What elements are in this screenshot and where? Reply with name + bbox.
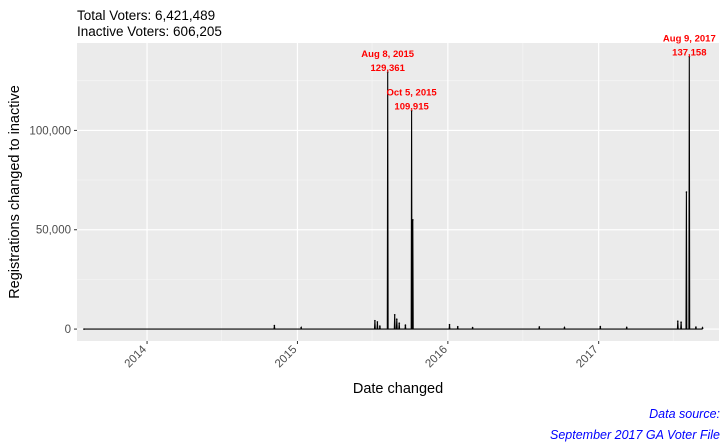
- y-axis-label: Registrations changed to inactive: [7, 85, 23, 299]
- data-point: [471, 326, 474, 329]
- series-layer: [83, 55, 704, 330]
- annotation-layer: Aug 8, 2015 129,361 Oct 5, 2015 109,915 Aug …: [361, 34, 715, 113]
- data-point: [676, 320, 679, 322]
- data-point: [398, 322, 401, 324]
- peak-annotation-date: Aug 9, 2017: [663, 34, 716, 45]
- data-point: [395, 318, 398, 320]
- data-point: [404, 324, 407, 326]
- data-source-label: Data source:: [649, 407, 720, 421]
- data-point: [379, 325, 381, 327]
- data-source-file: September 2017 GA Voter File: [550, 428, 720, 442]
- y-tick-label: 0: [65, 324, 71, 336]
- data-point: [386, 71, 389, 73]
- peak-annotation-date: Oct 5, 2015: [387, 88, 438, 99]
- inactive-voters-text: Inactive Voters: 606,205: [77, 24, 222, 39]
- data-point: [456, 325, 459, 328]
- data-point: [599, 325, 602, 328]
- peak-annotation-date: Aug 8, 2015: [361, 49, 415, 60]
- x-axis-label: Date changed: [353, 381, 443, 397]
- y-tick-label: 50,000: [36, 225, 71, 237]
- peak-annotation-value: 137,158: [672, 48, 706, 59]
- series-line: [84, 56, 704, 330]
- data-point: [393, 313, 396, 316]
- data-point: [300, 326, 302, 329]
- data-point: [688, 55, 691, 58]
- data-point: [448, 323, 451, 326]
- plot-panel: [77, 43, 719, 341]
- data-point: [695, 326, 697, 328]
- x-tick-label: 2017: [574, 344, 601, 371]
- data-point: [538, 326, 541, 328]
- data-point: [701, 327, 704, 329]
- x-tick-label: 2014: [123, 343, 150, 370]
- data-point: [412, 219, 414, 221]
- x-tick-label: 2015: [273, 344, 300, 371]
- data-point: [563, 326, 566, 329]
- x-tick-label: 2016: [423, 344, 450, 371]
- peak-annotation-value: 109,915: [394, 102, 429, 113]
- total-voters-text: Total Voters: 6,421,489: [77, 8, 215, 23]
- data-point: [273, 324, 276, 327]
- data-point: [83, 328, 85, 330]
- data-point: [376, 321, 379, 323]
- data-point: [410, 109, 413, 112]
- peak-annotation-value: 129,361: [371, 63, 406, 74]
- data-point: [680, 321, 682, 323]
- data-point: [625, 326, 628, 329]
- data-point: [685, 191, 688, 193]
- y-tick-label: 100,000: [29, 125, 71, 137]
- data-point: [374, 319, 376, 322]
